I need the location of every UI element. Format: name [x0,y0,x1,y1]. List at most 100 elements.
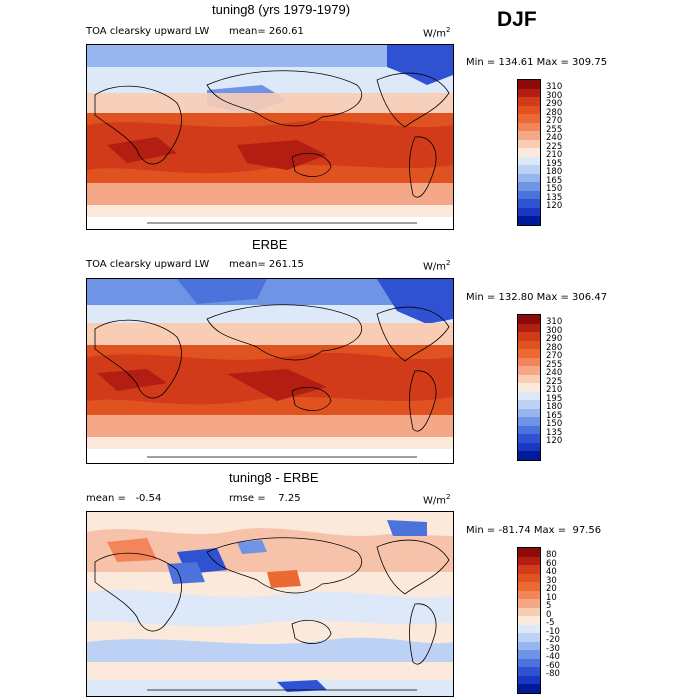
colorbar-swatch [518,114,540,123]
colorbar-tick-label: 300 [546,90,563,101]
colorbar-swatch [518,148,540,157]
panel1-variable-label: TOA clearsky upward LW [86,26,210,37]
colorbar-tick-label: 135 [546,427,563,438]
colorbar-tick-label: 5 [546,601,552,612]
colorbar-tick-label: 195 [546,393,563,404]
panel2-title: ERBE [252,237,288,252]
panel3-title: tuning8 - ERBE [229,470,319,485]
colorbar-tick-label: 270 [546,351,563,362]
colorbar-swatch [518,88,540,98]
colorbar-swatch [518,408,540,418]
colorbar-tick-label: 120 [546,201,563,212]
colorbar-swatch [518,105,540,115]
colorbar-swatch [518,349,540,358]
colorbar-tick-label: 180 [546,167,563,178]
colorbar-tick-label: 60 [546,558,557,569]
colorbar-tick-label: 80 [546,550,557,561]
colorbar-swatch [518,374,540,384]
colorbar-tick-label: 255 [546,359,563,370]
colorbar-swatch [518,340,540,350]
colorbar-swatch [518,80,540,89]
colorbar-swatch [518,607,540,617]
colorbar-tick-label: 30 [546,575,557,586]
colorbar-swatch [518,641,540,651]
colorbar-tick-label: 165 [546,410,563,421]
panel1-map [86,44,454,230]
panel3-mean: mean = -0.54 [86,493,162,504]
panel2-units: W/m2 [423,259,451,273]
colorbar-swatch [518,315,540,324]
panel2-map [86,278,454,464]
colorbar-swatch [518,417,540,426]
colorbar-swatch [518,122,540,132]
colorbar-swatch [518,366,540,375]
colorbar-tick-label: 310 [546,82,563,93]
panel2-variable-label: TOA clearsky upward LW [86,259,210,270]
colorbar-swatch [518,139,540,149]
colorbar-tick-label: 210 [546,150,563,161]
colorbar-tick-label: 225 [546,141,563,152]
colorbar-tick-label: 120 [546,436,563,447]
colorbar-swatch [518,590,540,600]
colorbar-swatch [518,332,540,341]
colorbar-swatch [518,199,540,208]
panel3-rmse: rmse = 7.25 [229,493,301,504]
panel1-title: tuning8 (yrs 1979-1979) [212,2,351,17]
colorbar-tick-label: 310 [546,317,563,328]
colorbar-swatch [518,667,540,676]
colorbar-tick-label: 280 [546,342,563,353]
colorbar-tick-label: 240 [546,368,563,379]
colorbar-tick-label: -20 [546,635,560,646]
colorbar-swatch [518,599,540,608]
season-label: DJF [497,8,537,31]
colorbar-swatch [518,190,540,200]
colorbar-tick-label: 40 [546,567,557,578]
colorbar-tick-label: 240 [546,133,563,144]
colorbar-tick-label: -60 [546,660,560,671]
colorbar-tick-label: 180 [546,402,563,413]
colorbar-tick-label: 150 [546,419,563,430]
colorbar-tick-label: 10 [546,592,557,603]
colorbar-swatch [518,684,540,693]
colorbar-tick-label: 225 [546,376,563,387]
panel3-colorbar-swatches [518,548,540,693]
colorbar-swatch [518,156,540,166]
colorbar-swatch [518,573,540,583]
colorbar-swatch [518,207,540,217]
panel3-units: W/m2 [423,493,451,507]
colorbar-swatch [518,556,540,566]
colorbar-swatch [518,391,540,401]
colorbar-swatch [518,173,540,183]
colorbar-swatch [518,675,540,685]
colorbar-tick-label: -30 [546,643,560,654]
colorbar-swatch [518,650,540,659]
colorbar-tick-label: 290 [546,99,563,110]
colorbar-swatch [518,633,540,642]
colorbar-tick-label: 210 [546,385,563,396]
colorbar-swatch [518,165,540,174]
panel3-minmax: Min = -81.74 Max = 97.56 [466,525,602,536]
colorbar-tick-label: 20 [546,584,557,595]
panel2-colorbar-ticks: 310 300 290 280 270 255 240 225 210 195 180 165 150 1… [546,314,586,459]
colorbar-swatch [518,616,540,625]
colorbar-swatch [518,434,540,443]
panel2-map-field [87,279,453,463]
colorbar-swatch [518,383,540,392]
colorbar-swatch [518,624,540,634]
panel1-colorbar [517,79,541,226]
panel2-colorbar [517,314,541,461]
colorbar-tick-label: -10 [546,626,560,637]
panel2-colorbar-swatches [518,315,540,460]
colorbar-swatch [518,425,540,435]
colorbar-swatch [518,565,540,574]
colorbar-swatch [518,216,540,225]
panel3-map-field [87,512,453,696]
colorbar-swatch [518,400,540,409]
panel1-colorbar-ticks: 310 300 290 280 270 255 240 225 210 195 180 165 150 1… [546,79,586,224]
colorbar-tick-label: 290 [546,334,563,345]
colorbar-tick-label: 165 [546,175,563,186]
panel3-map [86,511,454,697]
panel1-map-field [87,45,453,229]
panel2-minmax: Min = 132.80 Max = 306.47 [466,292,608,303]
colorbar-swatch [518,357,540,367]
